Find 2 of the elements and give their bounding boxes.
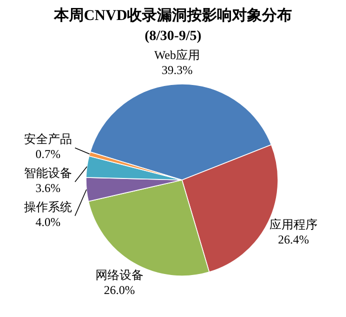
- subtitle: (8/30-9/5): [144, 29, 202, 44]
- title: 本周CNVD收录漏洞按影响对象分布: [54, 8, 292, 24]
